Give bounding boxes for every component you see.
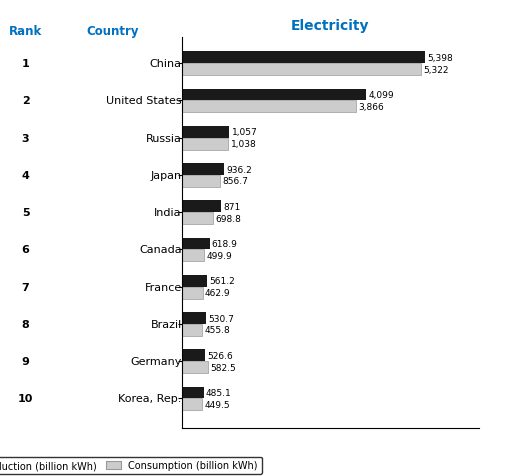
Text: 856.7: 856.7 [223, 177, 248, 186]
Bar [182, 64, 421, 76]
Text: France: France [144, 282, 182, 292]
Text: 5,398: 5,398 [427, 54, 453, 63]
Text: 2: 2 [22, 96, 30, 106]
Bar [182, 324, 202, 336]
Text: Rank: Rank [9, 24, 42, 38]
Bar [182, 139, 228, 150]
Text: 3,866: 3,866 [358, 103, 383, 112]
Bar [182, 176, 220, 188]
Text: 561.2: 561.2 [209, 277, 235, 286]
Bar [182, 361, 208, 373]
Text: 1,038: 1,038 [231, 140, 257, 149]
Text: 530.7: 530.7 [208, 314, 234, 323]
Bar [182, 52, 424, 64]
Text: 3: 3 [22, 133, 29, 143]
Text: 1: 1 [22, 59, 30, 69]
Text: 485.1: 485.1 [206, 388, 231, 397]
Text: 9: 9 [22, 357, 30, 367]
Bar [182, 399, 202, 411]
Bar [182, 89, 366, 101]
Text: Canada: Canada [139, 245, 182, 255]
Text: 6: 6 [22, 245, 30, 255]
Bar [182, 127, 229, 139]
Text: 499.9: 499.9 [206, 251, 232, 260]
Text: 7: 7 [22, 282, 30, 292]
Text: 526.6: 526.6 [208, 351, 233, 360]
Text: Germany: Germany [131, 357, 182, 367]
Text: 4: 4 [22, 170, 30, 180]
Bar [182, 164, 224, 176]
Bar [182, 238, 209, 250]
Bar [182, 213, 213, 225]
Bar [182, 201, 221, 213]
Text: Brazil: Brazil [151, 319, 182, 329]
Bar [182, 287, 203, 299]
Text: 698.8: 698.8 [216, 214, 241, 223]
Text: Japan: Japan [151, 170, 182, 180]
Text: Korea, Rep.: Korea, Rep. [118, 394, 182, 404]
Text: 1,057: 1,057 [231, 128, 258, 137]
Text: 582.5: 582.5 [210, 363, 236, 372]
Text: 936.2: 936.2 [226, 165, 252, 174]
Bar [182, 250, 204, 262]
Bar [182, 387, 204, 399]
Bar [182, 101, 356, 113]
Text: 5: 5 [22, 208, 29, 218]
Text: China: China [150, 59, 182, 69]
Text: Country: Country [87, 24, 139, 38]
Text: 4,099: 4,099 [369, 91, 394, 100]
Bar [182, 312, 206, 324]
Bar [182, 349, 205, 361]
Text: 449.5: 449.5 [204, 400, 230, 409]
Text: United States: United States [106, 96, 182, 106]
Text: 10: 10 [18, 394, 33, 404]
Text: 5,322: 5,322 [423, 66, 449, 75]
Text: Russia: Russia [146, 133, 182, 143]
Text: 455.8: 455.8 [204, 326, 230, 335]
Text: 618.9: 618.9 [212, 239, 238, 248]
Text: India: India [154, 208, 182, 218]
Text: 871: 871 [223, 202, 241, 211]
Bar [182, 275, 207, 287]
Legend: Production (billion kWh), Consumption (billion kWh): Production (billion kWh), Consumption (b… [0, 456, 262, 474]
Title: Electricity: Electricity [291, 19, 370, 33]
Text: 8: 8 [22, 319, 30, 329]
Text: 462.9: 462.9 [205, 288, 230, 298]
